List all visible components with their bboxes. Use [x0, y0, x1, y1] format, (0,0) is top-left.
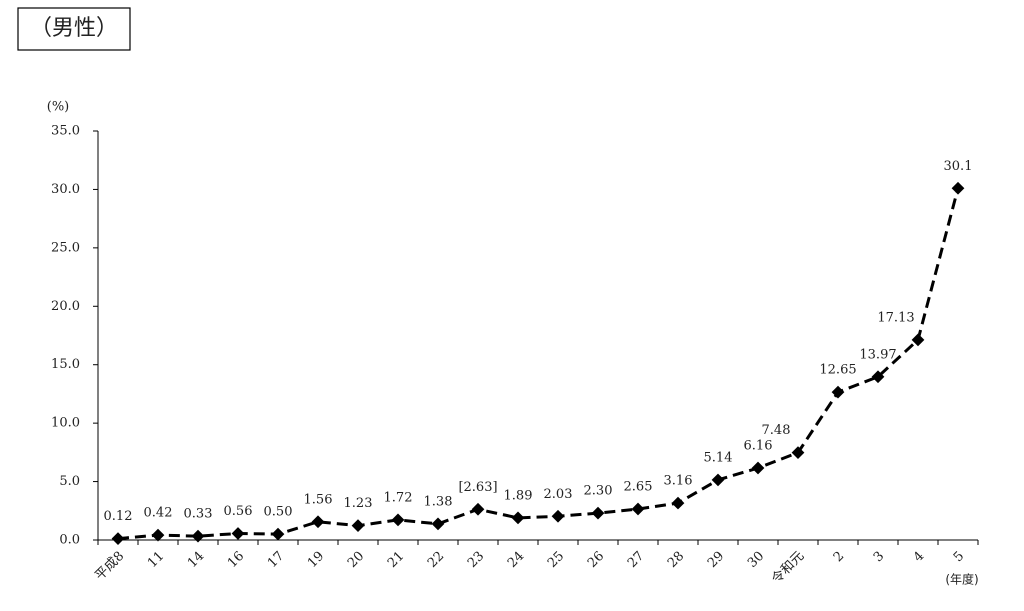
marker	[591, 506, 605, 520]
data-label: [2.63]	[458, 480, 497, 495]
data-label: 0.33	[184, 507, 213, 522]
x-tick-label: 平成8	[92, 549, 127, 584]
x-tick-label: 25	[545, 549, 567, 571]
x-tick-label: 24	[505, 549, 527, 571]
data-label: 0.50	[264, 505, 293, 520]
x-tick-label: 14	[185, 549, 207, 571]
x-tick-label: 19	[305, 549, 327, 571]
title-box	[17, 7, 131, 51]
x-tick-label: 2	[831, 549, 847, 565]
y-tick-label: 35.0	[51, 124, 80, 139]
y-axis-label: (%)	[47, 100, 70, 115]
marker	[831, 385, 845, 399]
x-tick-label: 16	[225, 549, 247, 571]
data-label: 13.97	[859, 347, 896, 362]
y-tick-label: 10.0	[51, 416, 80, 431]
y-tick-label: 30.0	[51, 182, 80, 197]
marker	[711, 473, 725, 487]
x-axis-label: (年度)	[945, 572, 978, 587]
marker	[671, 496, 685, 510]
data-label: 2.65	[624, 480, 653, 495]
data-label: 0.42	[144, 506, 173, 521]
marker	[431, 517, 445, 531]
marker	[351, 519, 365, 532]
data-label: 2.03	[544, 487, 573, 502]
data-label: 3.16	[664, 474, 693, 489]
y-tick-label: 0.0	[59, 533, 80, 548]
x-tick-label: 27	[625, 549, 647, 571]
marker	[271, 527, 285, 541]
data-line	[117, 187, 960, 541]
data-label: 1.38	[424, 494, 453, 509]
marker	[111, 532, 125, 545]
marker	[751, 461, 765, 475]
data-label: 0.12	[104, 509, 133, 524]
x-tick-label: 20	[345, 549, 367, 571]
data-label: 2.30	[584, 484, 613, 499]
x-tick-label: 30	[745, 549, 767, 571]
x-tick-label: 22	[425, 549, 447, 571]
data-label: 0.56	[224, 504, 253, 519]
y-tick-label: 15.0	[51, 357, 80, 372]
marker	[551, 509, 565, 523]
marker	[391, 513, 405, 527]
x-tick-label: 4	[911, 549, 927, 565]
data-label: 1.72	[384, 490, 413, 505]
x-tick-label: 3	[871, 549, 887, 565]
x-tick-label: 17	[265, 549, 287, 571]
marker	[191, 529, 205, 543]
marker	[311, 515, 325, 529]
marker	[951, 181, 965, 195]
y-tick-label: 20.0	[51, 299, 80, 314]
chart-title: （男性）	[30, 16, 118, 41]
x-tick-label: 29	[705, 549, 727, 571]
x-tick-label: 23	[465, 549, 487, 571]
marker	[631, 502, 645, 516]
x-tick-label: 28	[665, 549, 687, 571]
data-label: 1.23	[344, 496, 373, 511]
data-label: 17.13	[877, 310, 914, 325]
data-label: 6.16	[744, 439, 773, 454]
marker	[471, 502, 485, 516]
x-tick-label: 5	[951, 549, 967, 565]
data-label: 7.48	[762, 423, 791, 438]
x-tick-label: 令和元	[769, 549, 807, 587]
y-tick-label: 5.0	[59, 474, 80, 489]
marker	[511, 511, 525, 525]
x-tick-label: 26	[585, 549, 607, 571]
data-label: 1.56	[304, 492, 333, 507]
data-label: 30.1	[944, 159, 973, 174]
x-tick-label: 21	[385, 549, 407, 571]
data-label: 1.89	[504, 488, 533, 503]
y-tick-label: 25.0	[51, 240, 80, 255]
data-label: 5.14	[704, 450, 733, 465]
marker	[231, 527, 245, 540]
marker	[911, 333, 925, 347]
x-tick-label: 11	[145, 549, 167, 571]
data-label: 12.65	[819, 363, 856, 378]
